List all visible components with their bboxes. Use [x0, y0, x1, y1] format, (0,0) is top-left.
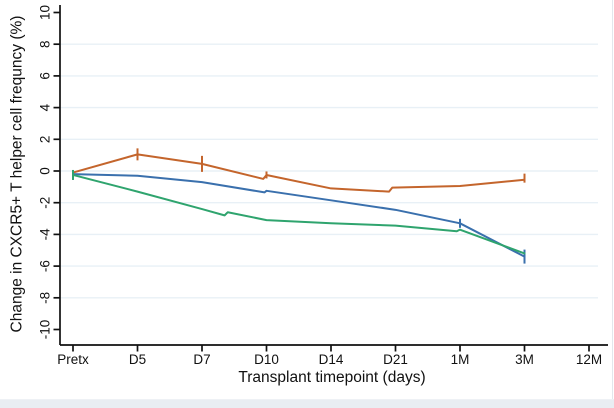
- window-right-edge: [612, 0, 613, 408]
- y-tick-label: 0: [38, 167, 53, 175]
- x-tick-label: D5: [129, 352, 146, 367]
- x-tick-label: D7: [193, 352, 210, 367]
- series-green-line: [72, 173, 526, 255]
- x-axis-title: Transplant timepoint (days): [238, 369, 425, 386]
- axes-layer: 10 8 6 4 2 0 -2 -4 -6 -8 -10 Pretx D5 D7 D10 D14 D21 1M 3M…: [38, 5, 608, 367]
- series-layer: [72, 148, 526, 264]
- series-blue-line: [72, 173, 526, 258]
- y-tick-label: 10: [38, 5, 53, 20]
- grid-layer: [60, 43, 598, 299]
- x-tick-label: D10: [254, 352, 279, 367]
- y-tick-label: 2: [38, 136, 53, 144]
- x-tick-label: 1M: [451, 352, 470, 367]
- y-tick-label: 4: [38, 103, 53, 111]
- y-tick-label: -4: [38, 228, 53, 240]
- y-tick-label: -8: [38, 292, 53, 304]
- y-tick-label: 6: [38, 72, 53, 80]
- x-tick-label: 3M: [515, 352, 534, 367]
- y-tick-label: -10: [38, 320, 53, 340]
- x-tick-label: 12M: [576, 352, 602, 367]
- y-axis-title: Change in CXCR5+ T helper cell frequncy …: [9, 16, 26, 333]
- series-orange-line: [72, 153, 526, 193]
- y-tick-label: -2: [38, 197, 53, 209]
- y-tick-label: 8: [38, 40, 53, 48]
- x-tick-label: D14: [319, 352, 344, 367]
- window-bottom-strip: [0, 399, 614, 408]
- x-tick-label: Pretx: [57, 352, 89, 367]
- x-tick-label: D21: [383, 352, 408, 367]
- y-tick-label: -6: [38, 260, 53, 272]
